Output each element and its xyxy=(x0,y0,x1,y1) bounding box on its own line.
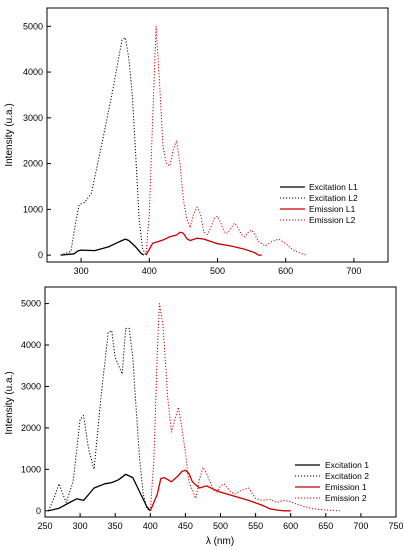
x-tick-label: 300 xyxy=(74,266,89,276)
legend-entry: Excitation 1 xyxy=(295,460,369,470)
top-chart: 300 400 500 600 700 0 1000 2000 3000 4000 5000 In… xyxy=(4,7,389,276)
series-layer xyxy=(48,303,340,512)
legend-label: Excitation L2 xyxy=(309,193,358,203)
legend-entry: Emission 2 xyxy=(295,493,367,503)
series-line xyxy=(48,473,151,512)
series-line xyxy=(149,469,291,512)
x-tick-label: 400 xyxy=(142,266,157,276)
y-axis-ticks: 0 1000 2000 3000 4000 5000 xyxy=(21,299,49,516)
series-line xyxy=(145,25,307,256)
x-tick-label: 550 xyxy=(248,521,263,531)
series-line xyxy=(60,238,145,256)
series-line xyxy=(149,303,340,512)
y-tick-label: 5000 xyxy=(21,299,41,309)
y-axis-ticks: 0 1000 2000 3000 4000 5000 xyxy=(23,21,51,260)
x-tick-label: 250 xyxy=(37,521,52,531)
y-axis-title: Intensity (u.a.) xyxy=(4,103,15,166)
y-tick-label: 2000 xyxy=(23,159,43,169)
x-tick-label: 350 xyxy=(108,521,123,531)
legend-label: Excitation L1 xyxy=(309,182,358,192)
legend: Excitation 1 Excitation 2 Emission 1 Emi… xyxy=(295,460,369,503)
y-tick-label: 4000 xyxy=(23,67,43,77)
x-tick-label: 600 xyxy=(283,521,298,531)
y-tick-label: 3000 xyxy=(23,113,43,123)
legend-entry: Excitation L2 xyxy=(280,193,358,203)
legend-entry: Emission L1 xyxy=(280,204,356,214)
legend-label: Emission 1 xyxy=(325,482,367,492)
x-tick-label: 700 xyxy=(353,521,368,531)
legend-entry: Excitation 2 xyxy=(295,471,369,481)
y-tick-label: 0 xyxy=(38,250,43,260)
legend-entry: Excitation L1 xyxy=(280,182,358,192)
y-axis-title: Intensity (u.a.) xyxy=(4,371,15,434)
y-tick-label: 4000 xyxy=(21,340,41,350)
series-layer xyxy=(60,25,307,256)
x-tick-label: 600 xyxy=(278,266,293,276)
y-tick-label: 3000 xyxy=(21,381,41,391)
legend-label: Emission 2 xyxy=(325,493,367,503)
x-tick-label: 750 xyxy=(388,521,403,531)
x-axis-ticks: 300 400 500 600 700 xyxy=(74,258,361,276)
y-tick-label: 5000 xyxy=(23,21,43,31)
x-tick-label: 700 xyxy=(346,266,361,276)
y-tick-label: 1000 xyxy=(23,204,43,214)
x-tick-label: 500 xyxy=(210,266,225,276)
legend-label: Excitation 1 xyxy=(325,460,369,470)
legend-label: Emission L1 xyxy=(309,204,356,214)
x-tick-label: 450 xyxy=(178,521,193,531)
x-tick-label: 500 xyxy=(213,521,228,531)
series-line xyxy=(145,231,262,256)
legend-label: Emission L2 xyxy=(309,215,356,225)
series-line xyxy=(48,327,151,512)
legend-label: Excitation 2 xyxy=(325,471,369,481)
x-tick-label: 400 xyxy=(143,521,158,531)
x-axis-ticks: 250 300 350 400 450 500 550 600 650 700 750 xyxy=(37,513,403,531)
y-tick-label: 1000 xyxy=(21,464,41,474)
y-tick-label: 2000 xyxy=(21,423,41,433)
legend-entry: Emission L2 xyxy=(280,215,356,225)
bottom-chart: 250 300 350 400 450 500 550 600 650 700 750 0 1000 2… xyxy=(4,286,403,547)
legend-entry: Emission 1 xyxy=(295,482,367,492)
y-tick-label: 0 xyxy=(36,506,41,516)
x-tick-label: 300 xyxy=(73,521,88,531)
x-tick-label: 650 xyxy=(318,521,333,531)
legend: Excitation L1 Excitation L2 Emission L1 … xyxy=(280,182,358,225)
x-axis-title: λ (nm) xyxy=(206,536,234,547)
series-line xyxy=(60,37,147,256)
